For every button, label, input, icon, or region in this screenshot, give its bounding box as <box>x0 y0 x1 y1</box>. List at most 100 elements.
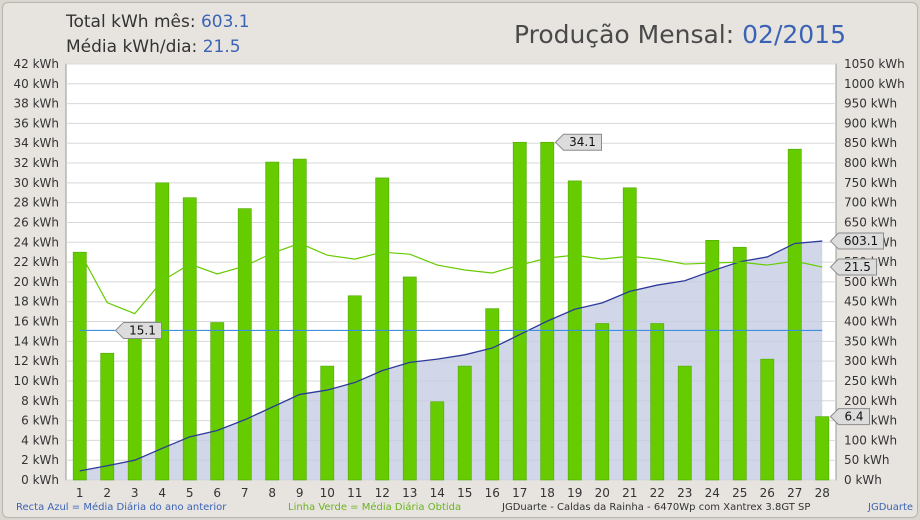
x-axis-tick-label: 7 <box>241 486 249 500</box>
footer-blue-note: Recta Azul = Média Diária do ano anterio… <box>16 502 227 513</box>
daily-bar <box>210 322 225 481</box>
left-axis-tick-label: 20 kWh <box>13 275 59 289</box>
right-axis-tick-label: 900 kWh <box>844 116 897 130</box>
left-axis-tick-label: 2 kWh <box>21 453 59 467</box>
daily-bar <box>347 295 362 481</box>
daily-bar <box>100 352 115 481</box>
x-axis-tick-label: 17 <box>512 486 527 500</box>
callout-label: 34.1 <box>569 135 596 149</box>
right-axis-tick-label: 200 kWh <box>844 394 897 408</box>
daily-bar <box>265 161 280 481</box>
chart-title-label: Produção Mensal: <box>513 20 735 49</box>
x-axis-tick-label: 13 <box>402 486 417 500</box>
right-axis-tick-label: 850 kWh <box>844 136 897 150</box>
value-callout: 6.4 <box>829 408 870 426</box>
x-axis-tick-label: 8 <box>268 486 276 500</box>
cumulative-line <box>79 240 823 472</box>
x-axis-tick-label: 1 <box>76 486 84 500</box>
x-axis-tick-label: 2 <box>103 486 111 500</box>
daily-bar <box>320 365 335 481</box>
daily-bar <box>430 401 445 481</box>
daily-bar <box>760 358 775 481</box>
value-callout: 603.1 <box>829 232 884 250</box>
x-axis-tick-label: 24 <box>705 486 720 500</box>
daily-bar <box>512 141 527 481</box>
right-axis-tick-label: 100 kWh <box>844 433 897 447</box>
x-axis-tick-label: 19 <box>567 486 582 500</box>
left-axis-tick-label: 26 kWh <box>13 215 59 229</box>
left-axis-tick-label: 34 kWh <box>13 136 59 150</box>
daily-bar <box>292 158 307 481</box>
right-axis-tick-label: 650 kWh <box>844 215 897 229</box>
right-axis-tick-label: 400 kWh <box>844 315 897 329</box>
callout-box <box>829 232 884 250</box>
x-axis-tick-label: 25 <box>732 486 747 500</box>
x-axis-tick-label: 16 <box>485 486 500 500</box>
right-axis-tick-label: 1000 kWh <box>844 77 905 91</box>
value-callout: 15.1 <box>114 321 162 339</box>
x-axis-tick-label: 26 <box>760 486 775 500</box>
daily-bar <box>677 365 692 481</box>
value-callout: 34.1 <box>554 133 602 151</box>
right-axis-tick-label: 50 kWh <box>844 453 890 467</box>
left-axis-tick-label: 16 kWh <box>13 315 59 329</box>
x-axis-tick-label: 6 <box>213 486 221 500</box>
right-axis-tick-label: 1050 kWh <box>844 57 905 71</box>
left-axis-tick-label: 40 kWh <box>13 77 59 91</box>
right-axis-tick-label: 0 kWh <box>844 473 882 487</box>
right-axis-tick-label: 750 kWh <box>844 176 897 190</box>
x-axis-tick-label: 11 <box>347 486 362 500</box>
left-axis-tick-label: 36 kWh <box>13 116 59 130</box>
left-axis-tick-label: 32 kWh <box>13 156 59 170</box>
x-axis-tick-label: 12 <box>375 486 390 500</box>
avg-kwh-label: Média kWh/dia: <box>66 37 198 57</box>
daily-bar <box>540 141 555 481</box>
daily-bar <box>732 246 747 481</box>
daily-bar <box>237 208 252 481</box>
daily-bar <box>485 308 500 481</box>
left-axis-tick-label: 24 kWh <box>13 235 59 249</box>
x-axis-tick-label: 9 <box>296 486 304 500</box>
x-axis-tick-label: 23 <box>677 486 692 500</box>
callout-box <box>554 133 602 151</box>
x-axis-tick-label: 21 <box>622 486 637 500</box>
chart-title: Produção Mensal: 02/2015 <box>514 20 846 49</box>
x-axis-tick-label: 5 <box>186 486 194 500</box>
value-callout: 21.5 <box>829 258 877 276</box>
left-axis-tick-label: 8 kWh <box>21 394 59 408</box>
daily-bar <box>705 240 720 481</box>
total-kwh-line: Total kWh mês: 603.1 <box>66 12 250 32</box>
right-axis-tick-label: 350 kWh <box>844 334 897 348</box>
x-axis-tick-label: 14 <box>430 486 445 500</box>
callout-label: 15.1 <box>129 323 156 337</box>
left-axis-tick-label: 4 kWh <box>21 433 59 447</box>
footer-green-note: Linha Verde = Média Diária Obtida <box>288 502 462 513</box>
daily-bar <box>375 177 390 481</box>
left-axis-tick-label: 6 kWh <box>21 414 59 428</box>
callout-label: 603.1 <box>844 234 878 248</box>
left-axis-tick-label: 22 kWh <box>13 255 59 269</box>
daily-bar <box>622 187 637 481</box>
daily-bar <box>402 276 417 481</box>
x-axis-tick-label: 27 <box>787 486 802 500</box>
callout-box <box>114 321 162 339</box>
callout-label: 6.4 <box>844 410 863 424</box>
avg-daily-line <box>79 242 823 315</box>
daily-bar <box>457 365 472 481</box>
callout-box <box>829 408 870 426</box>
left-axis-tick-label: 18 kWh <box>13 295 59 309</box>
right-axis-tick-label: 700 kWh <box>844 196 897 210</box>
daily-bar <box>595 323 610 481</box>
right-axis-tick-label: 500 kWh <box>844 275 897 289</box>
left-axis-tick-label: 0 kWh <box>21 473 59 487</box>
left-axis-tick-label: 38 kWh <box>13 97 59 111</box>
right-axis-tick-label: 300 kWh <box>844 354 897 368</box>
avg-kwh-line: Média kWh/dia: 21.5 <box>66 37 241 57</box>
daily-bar <box>650 323 665 481</box>
callout-box <box>829 258 877 276</box>
right-axis-tick-label: 250 kWh <box>844 374 897 388</box>
right-axis-tick-label: 800 kWh <box>844 156 897 170</box>
daily-bar <box>182 197 197 481</box>
x-axis-tick-label: 10 <box>320 486 335 500</box>
